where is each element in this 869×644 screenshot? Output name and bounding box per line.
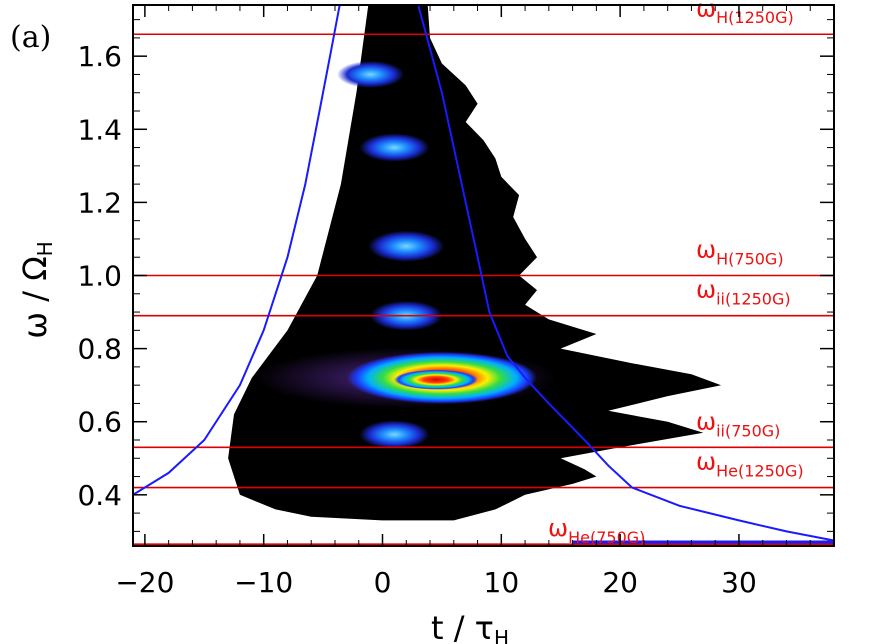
- x-tick-label: −20: [115, 566, 174, 599]
- reference-label-sub: He(1250G): [716, 462, 803, 481]
- reference-label-sub: He(750G): [568, 528, 645, 547]
- reference-line-labels: ωH(1250G)ωH(750G)ωii(1250G)ωii(750G)ωHe(…: [548, 0, 804, 547]
- panel-label: (a): [10, 20, 51, 55]
- x-tick-label: 20: [602, 566, 638, 599]
- y-tick-label: 0.4: [77, 479, 122, 512]
- overlay-curves: [133, 5, 834, 544]
- power-envelope: [228, 5, 722, 521]
- reference-label-main: ω: [696, 407, 716, 435]
- x-axis-ticks: −20 −10 0 10 20 30: [115, 5, 835, 599]
- y-tick-label: 1.4: [77, 113, 122, 146]
- power-hotspot-3: [368, 230, 445, 262]
- reference-label-main: ω: [696, 0, 716, 22]
- y-tick-label: 0.6: [77, 406, 122, 439]
- x-axis-label-sub: H: [494, 626, 509, 644]
- reference-label-main: ω: [696, 236, 716, 264]
- reference-label-3: ωii(750G): [696, 407, 780, 440]
- reference-label-sub: H(750G): [716, 250, 783, 269]
- y-axis-label: ω / ΩH: [16, 241, 57, 338]
- reference-label-main: ω: [696, 448, 716, 476]
- x-tick-label: −10: [234, 566, 293, 599]
- power-hotspot-5: [359, 420, 430, 449]
- spectral-power-map: [228, 5, 722, 521]
- y-tick-label: 1.0: [77, 260, 122, 293]
- y-axis-label-sub: H: [33, 241, 57, 256]
- reference-label-5: ωHe(750G): [548, 514, 645, 547]
- reference-label-1: ωH(750G): [696, 236, 784, 269]
- overlay-curve-1: [417, 5, 834, 542]
- x-tick-label: 30: [721, 566, 757, 599]
- power-hotspot-1: [393, 369, 478, 390]
- plot-area: [133, 5, 834, 545]
- y-axis-label-main: ω / Ω: [16, 256, 54, 338]
- y-tick-label: 0.8: [77, 333, 122, 366]
- reference-label-2: ωii(1250G): [696, 276, 791, 309]
- reference-label-4: ωHe(1250G): [696, 448, 804, 481]
- reference-label-sub: H(1250G): [716, 8, 794, 27]
- x-axis-label-main: t / τ: [431, 609, 494, 644]
- x-tick-label: 10: [484, 566, 520, 599]
- x-tick-label: 0: [374, 566, 392, 599]
- overlay-curve-0: [133, 5, 341, 496]
- reference-label-main: ω: [548, 514, 568, 542]
- y-tick-label: 1.6: [77, 40, 122, 73]
- reference-label-sub: ii(750G): [716, 421, 780, 440]
- reference-label-sub: ii(1250G): [716, 290, 791, 309]
- x-axis-label: t / τH: [431, 609, 509, 644]
- reference-label-main: ω: [696, 276, 716, 304]
- y-tick-label: 1.2: [77, 186, 122, 219]
- y-axis-ticks: 0.4 0.6 0.8 1.0 1.2 1.4 1.6: [77, 19, 834, 532]
- power-hotspot-6: [337, 60, 405, 88]
- power-hotspot-4: [359, 133, 430, 162]
- frequency-reference-lines: [133, 33, 834, 545]
